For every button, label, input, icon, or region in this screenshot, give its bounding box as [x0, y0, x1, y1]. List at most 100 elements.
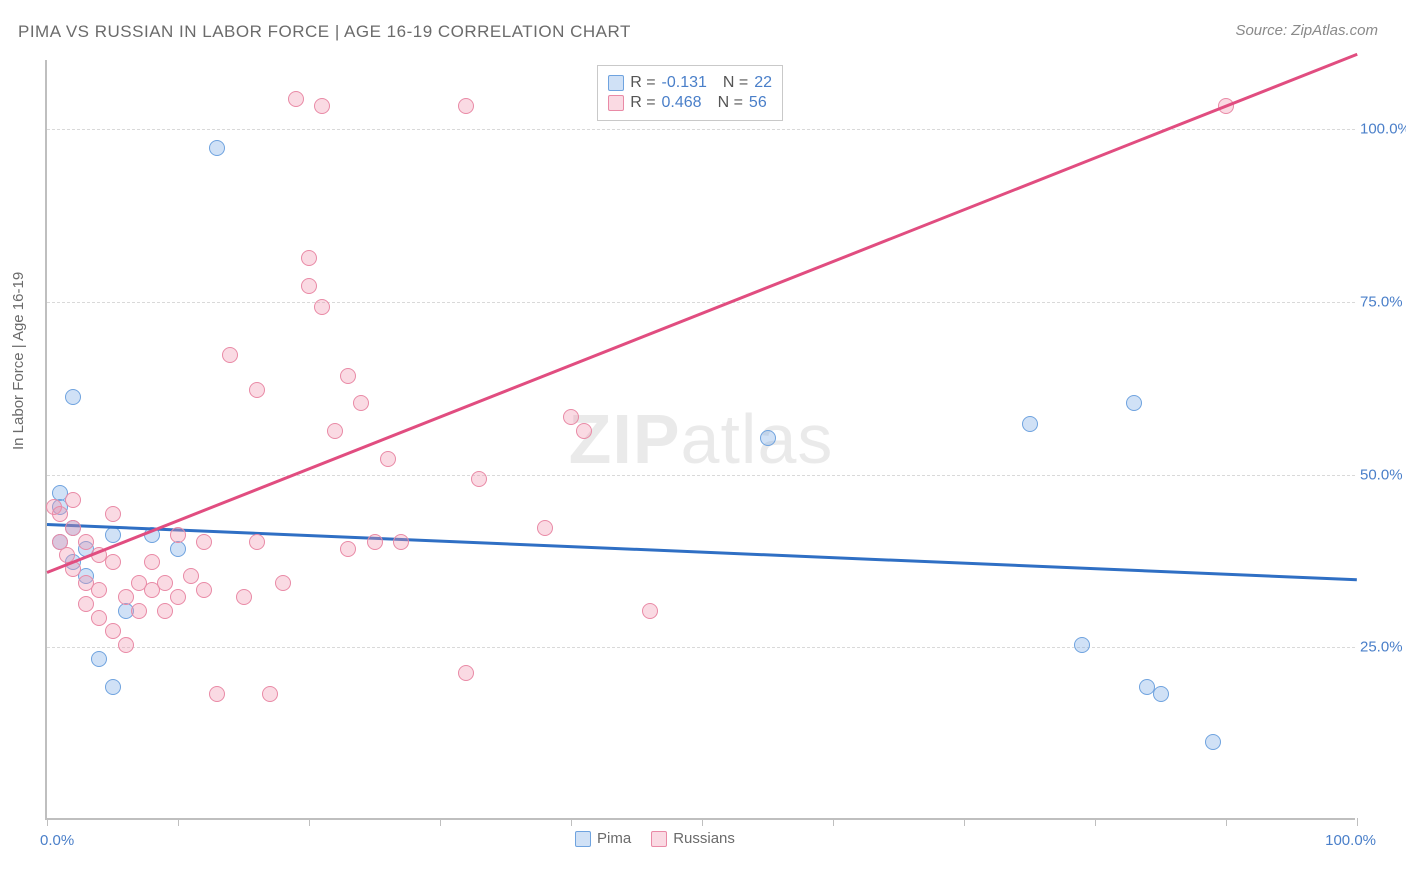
y-axis-label: In Labor Force | Age 16-19 [10, 272, 27, 450]
data-point [353, 395, 369, 411]
gridline [47, 302, 1355, 303]
data-point [105, 506, 121, 522]
stats-n-label: N = [718, 94, 743, 112]
stats-r-label: R = [630, 94, 655, 112]
data-point [1126, 395, 1142, 411]
data-point [236, 589, 252, 605]
data-point [170, 541, 186, 557]
data-point [642, 603, 658, 619]
data-point [367, 534, 383, 550]
watermark-light: atlas [681, 400, 834, 478]
plot-area: ZIPatlas 25.0%50.0%75.0%100.0%R = -0.131… [45, 60, 1355, 820]
watermark-bold: ZIP [569, 400, 681, 478]
data-point [301, 250, 317, 266]
data-point [105, 623, 121, 639]
stats-legend: R = -0.131 N = 22 R = 0.468 N = 56 [597, 65, 783, 121]
data-point [458, 665, 474, 681]
data-point [78, 596, 94, 612]
data-point [288, 91, 304, 107]
data-point [393, 534, 409, 550]
legend-label-pima: Pima [597, 830, 631, 847]
chart-title: PIMA VS RUSSIAN IN LABOR FORCE | AGE 16-… [18, 22, 631, 42]
x-axis-label-min: 0.0% [40, 832, 74, 849]
swatch-pima [575, 831, 591, 847]
stats-n-label: N = [723, 74, 748, 92]
trend-line [47, 523, 1357, 581]
data-point [196, 582, 212, 598]
data-point [91, 610, 107, 626]
x-tick [964, 818, 965, 826]
data-point [222, 347, 238, 363]
legend-item-pima: Pima [575, 830, 631, 847]
data-point [157, 603, 173, 619]
data-point [105, 527, 121, 543]
bottom-legend: Pima Russians [575, 830, 735, 847]
stats-row: R = 0.468 N = 56 [608, 94, 772, 112]
data-point [209, 686, 225, 702]
data-point [65, 389, 81, 405]
data-point [1022, 416, 1038, 432]
x-tick [1357, 818, 1358, 826]
data-point [91, 651, 107, 667]
stats-r-value: -0.131 [662, 74, 707, 92]
data-point [537, 520, 553, 536]
data-point [105, 554, 121, 570]
x-tick [833, 818, 834, 826]
x-tick [47, 818, 48, 826]
data-point [340, 368, 356, 384]
y-tick-label: 50.0% [1360, 466, 1406, 483]
data-point [262, 686, 278, 702]
data-point [183, 568, 199, 584]
data-point [157, 575, 173, 591]
x-tick [702, 818, 703, 826]
data-point [78, 534, 94, 550]
swatch-russians [651, 831, 667, 847]
data-point [170, 589, 186, 605]
legend-label-russians: Russians [673, 830, 735, 847]
stats-r-label: R = [630, 74, 655, 92]
data-point [65, 492, 81, 508]
x-tick [440, 818, 441, 826]
data-point [563, 409, 579, 425]
data-point [249, 382, 265, 398]
stats-n-value: 56 [749, 94, 767, 112]
data-point [380, 451, 396, 467]
data-point [52, 506, 68, 522]
stats-r-value: 0.468 [662, 94, 702, 112]
legend-item-russians: Russians [651, 830, 735, 847]
data-point [275, 575, 291, 591]
x-tick [178, 818, 179, 826]
data-point [144, 554, 160, 570]
stats-row: R = -0.131 N = 22 [608, 74, 772, 92]
data-point [118, 589, 134, 605]
data-point [1074, 637, 1090, 653]
gridline [47, 475, 1355, 476]
data-point [170, 527, 186, 543]
x-tick [1226, 818, 1227, 826]
data-point [314, 98, 330, 114]
stats-swatch [608, 95, 624, 111]
data-point [576, 423, 592, 439]
data-point [196, 534, 212, 550]
data-point [131, 603, 147, 619]
data-point [105, 679, 121, 695]
data-point [340, 541, 356, 557]
data-point [1153, 686, 1169, 702]
data-point [91, 582, 107, 598]
x-tick [309, 818, 310, 826]
y-tick-label: 75.0% [1360, 293, 1406, 310]
x-tick [1095, 818, 1096, 826]
data-point [249, 534, 265, 550]
data-point [1205, 734, 1221, 750]
x-axis-label-max: 100.0% [1325, 832, 1376, 849]
y-tick-label: 25.0% [1360, 639, 1406, 656]
data-point [118, 637, 134, 653]
stats-n-value: 22 [754, 74, 772, 92]
stats-swatch [608, 75, 624, 91]
data-point [301, 278, 317, 294]
data-point [65, 520, 81, 536]
data-point [458, 98, 474, 114]
watermark: ZIPatlas [569, 399, 834, 479]
data-point [471, 471, 487, 487]
data-point [760, 430, 776, 446]
